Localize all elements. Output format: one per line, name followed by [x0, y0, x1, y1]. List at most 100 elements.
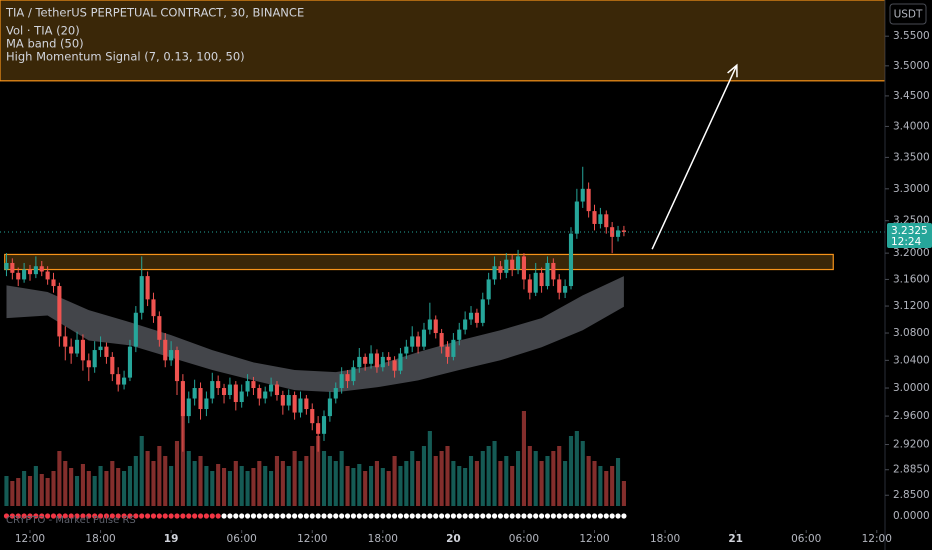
- candle-body: [192, 388, 197, 399]
- signal-dot: [3, 513, 10, 519]
- signal-dot: [268, 513, 274, 519]
- indicator-label: High Momentum Signal (7, 0.13, 100, 50): [6, 50, 245, 64]
- x-tick-label: 06:00: [509, 533, 539, 545]
- candle-body: [98, 346, 103, 351]
- volume-bar: [368, 466, 374, 506]
- volume-bar: [321, 451, 327, 506]
- volume-bar: [204, 466, 209, 506]
- y-tick-label: 3.0800: [893, 327, 930, 339]
- candle-body: [221, 388, 227, 396]
- candle-body: [480, 299, 485, 323]
- candle-body: [239, 391, 244, 403]
- y-tick-label: 2.8500: [893, 489, 930, 501]
- signal-dot: [297, 513, 304, 519]
- signal-dot: [244, 513, 251, 519]
- signal-dot: [315, 513, 321, 519]
- candle-body: [198, 388, 203, 410]
- volume-bar: [216, 464, 221, 506]
- candle-body: [321, 416, 327, 434]
- volume-bar: [580, 441, 585, 506]
- volume-bar: [286, 466, 291, 506]
- signal-dot: [27, 513, 33, 519]
- candle-body: [45, 271, 50, 280]
- signal-dot: [333, 513, 339, 519]
- candle-body: [257, 388, 262, 399]
- volume-bar: [74, 476, 80, 506]
- candle-body: [433, 319, 438, 334]
- volume-bar: [63, 461, 68, 506]
- candle-body: [80, 339, 85, 361]
- signal-dot: [50, 513, 57, 519]
- candle-body: [10, 262, 15, 273]
- signal-dot: [321, 513, 327, 519]
- candle-body: [527, 279, 532, 293]
- volume-bar: [551, 451, 556, 506]
- volume-bar: [339, 451, 344, 506]
- candle-body: [63, 336, 68, 347]
- candle-body: [180, 381, 185, 417]
- candle-body: [345, 374, 350, 382]
- signal-dot: [86, 513, 92, 519]
- candle-body: [398, 353, 403, 371]
- signal-dot: [97, 513, 104, 519]
- signal-dot: [533, 513, 539, 519]
- signal-dot: [221, 513, 227, 519]
- candle-body: [551, 262, 556, 280]
- volume-bar: [245, 471, 250, 506]
- volume-bar: [410, 451, 415, 506]
- candle-body: [386, 356, 391, 361]
- currency-box[interactable]: [889, 3, 927, 25]
- volume-bar: [163, 456, 168, 506]
- candle-body: [574, 201, 579, 234]
- volume-bar: [392, 456, 397, 506]
- candle-body: [298, 398, 303, 413]
- signal-dot: [468, 513, 474, 519]
- volume-bar: [492, 441, 497, 506]
- volume-bar: [592, 461, 597, 506]
- volume-bar: [86, 471, 91, 506]
- signal-dot: [133, 513, 139, 519]
- candle-body: [263, 391, 268, 399]
- x-tick-label: 18:00: [650, 533, 680, 545]
- volume-bar: [610, 466, 615, 506]
- signal-dot: [227, 513, 233, 519]
- candle-body: [463, 319, 468, 330]
- signal-dot: [103, 513, 110, 519]
- signal-dot: [74, 513, 80, 519]
- volume-bar: [521, 411, 527, 506]
- candle-body: [286, 395, 291, 406]
- signal-dot: [391, 513, 398, 519]
- volume-bar: [516, 451, 521, 506]
- signal-dot: [45, 513, 51, 519]
- y-tick-label: 3.0400: [893, 354, 930, 366]
- signal-dot: [615, 513, 621, 519]
- volume-bar: [380, 468, 385, 506]
- x-tick-label: 21: [728, 533, 743, 545]
- candle-body: [421, 329, 427, 347]
- volume-bar: [486, 446, 491, 506]
- volume-bar: [304, 456, 309, 506]
- volume-bar: [527, 446, 532, 506]
- volume-bar: [157, 446, 162, 506]
- candle-body: [333, 388, 338, 399]
- signal-dot: [174, 513, 180, 519]
- volume-bar: [263, 466, 268, 506]
- candle-body: [204, 398, 209, 410]
- volume-bar: [80, 464, 85, 506]
- signal-dot: [115, 513, 121, 519]
- volume-bar: [27, 476, 33, 506]
- last-price-label: 3.2325: [891, 225, 928, 237]
- candle-body: [57, 286, 62, 337]
- candle-body: [445, 346, 450, 357]
- signal-dot: [186, 513, 192, 519]
- candle-body: [604, 214, 609, 228]
- signal-dot: [250, 513, 257, 519]
- candle-body: [410, 336, 415, 347]
- candle-body: [427, 319, 432, 330]
- arrow: [651, 64, 738, 250]
- candle-body: [116, 374, 121, 385]
- volume-bar: [563, 461, 568, 506]
- candle-body: [151, 299, 156, 317]
- candle-body: [122, 377, 127, 385]
